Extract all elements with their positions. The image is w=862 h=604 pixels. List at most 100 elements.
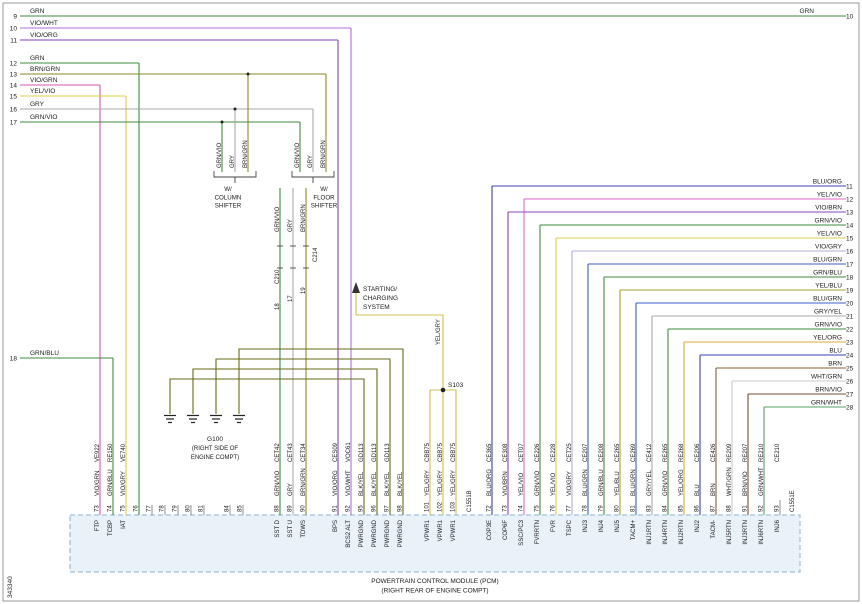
right-wire-color-label: YEL/VIO [817, 192, 842, 199]
right-wire-color-label: GRN/VIO [815, 322, 842, 329]
right-wire-num: 14 [846, 223, 854, 230]
circuit-id-label: RE150 [108, 443, 114, 462]
left-wire-num: 18 [10, 356, 18, 363]
wire-color-label: GRN/VIO [663, 470, 669, 496]
pin-number: 78 [160, 505, 166, 512]
offpage-arrow-icon [352, 282, 360, 293]
right-wire-num: 23 [846, 340, 854, 347]
right-wire-color-label: BLU [829, 348, 842, 355]
right-wire-color-label: YEL/ORG [813, 335, 842, 342]
wire-color-label: BRN/VIO [743, 471, 749, 496]
right-wire-color-label: GRY/YEL [814, 309, 842, 316]
circuit-id-label: CET42 [275, 443, 281, 462]
pin-number: 96 [372, 505, 378, 512]
pin-number: 85 [679, 505, 685, 512]
pin-function-label: INJ3 [583, 519, 589, 532]
pin-number: 74 [108, 505, 114, 512]
right-wire-color-label: YEL/VIO [817, 231, 842, 238]
right-wire-color-label: BLU/ORG [813, 179, 842, 186]
pin-number: 74 [519, 505, 525, 512]
pin-number: 101 [425, 501, 431, 512]
circuit-id-label: CE269 [631, 443, 637, 462]
circuit-id-label: CES09 [333, 442, 339, 462]
wire-color-label: WHT/GRN [727, 467, 733, 496]
pcm-title-line2: (RIGHT REAR OF ENGINE COMPT) [381, 588, 488, 595]
pin-number: 97 [385, 505, 391, 512]
wire-color-label: VIO/WHT [346, 470, 352, 496]
pin-number: 91 [743, 505, 749, 512]
left-wire-num: 9 [13, 14, 17, 21]
right-wire-num: 21 [846, 314, 854, 321]
circuit-id-label: CBB75 [438, 442, 444, 462]
pin-function-label: PWRGND [359, 519, 365, 547]
circuit-id-label: CET34 [301, 443, 307, 462]
wire-color-label: BLU/ORG [487, 469, 493, 496]
wire-color-label: BLU/GRN [583, 469, 589, 496]
right-wire-num: 11 [846, 184, 853, 191]
pin-function-label: SSC/PC3 [519, 519, 525, 545]
pin-number: 91 [333, 505, 339, 512]
right-wire-color-label: GRN [800, 8, 815, 15]
circuit-id-label: GD113 [372, 443, 378, 462]
circuit-id-label: CE226 [535, 443, 541, 462]
ground-label: (RIGHT SIDE OF [192, 446, 239, 452]
pin-number: 76 [551, 505, 557, 512]
left-wire-color-label: GRN [30, 55, 45, 62]
circuit-id-label: CE206 [695, 443, 701, 462]
pin-number: 102 [438, 501, 444, 512]
pin-function-label: TSPC [567, 519, 573, 536]
ground-label: ENGINE COMPT) [191, 455, 239, 461]
circuit-id-label: CE265 [615, 443, 621, 462]
wire-color-label: GRN/VIO [275, 470, 281, 496]
wire-color-label: GRY [288, 483, 294, 496]
shifter-caption: W/ [224, 186, 232, 193]
inline-connector-label: C214 [313, 247, 319, 262]
pin-number: 78 [583, 505, 589, 512]
circuit-id-label: CE365 [487, 443, 493, 462]
pin-function-label: PWRGND [398, 519, 404, 547]
right-wire-num: 10 [846, 14, 854, 21]
wire-color-label: VIO/GRY [567, 471, 573, 496]
right-wire-num: 20 [846, 301, 854, 308]
shifter-mid-color-label: BRN/GRN [301, 204, 307, 232]
splice-label-s103: S103 [448, 382, 464, 389]
pin-function-label: PWRGND [372, 519, 378, 547]
left-wire-color-label: GRN/BLU [30, 350, 59, 357]
wire-color-label: VIO/GRY [121, 471, 127, 496]
pin-function-label: TACM- [711, 520, 717, 539]
left-wire-num: 12 [10, 61, 18, 68]
wire-color-label: BLK/YEL [398, 471, 404, 496]
pin-function-label: IAT [121, 520, 127, 529]
wire-color-label: BLK/YEL [385, 471, 391, 496]
right-wire-num: 27 [846, 392, 854, 399]
wire-color-label: YEL/GRY [438, 470, 444, 496]
left-wire-color-label: GRN [30, 8, 45, 15]
pin-function-label: TDWS [301, 520, 307, 538]
pin-function-label: FVR [551, 519, 557, 532]
pin-function-label: INJ6 [775, 519, 781, 532]
starting-charging-label: CHARGING [363, 295, 398, 302]
pin-number: 87 [711, 505, 717, 512]
ground-wire [238, 348, 404, 515]
circuit-id-label: RE209 [727, 443, 733, 462]
wire-color-label: YEL/BLU [615, 471, 621, 496]
wire-color-label: GRY/YEL [647, 469, 653, 496]
ground-label: G100 [207, 436, 223, 443]
pcm-title-line1: POWERTRAIN CONTROL MODULE (PCM) [371, 578, 498, 585]
right-wire-color-label: BLU/GRN [813, 296, 842, 303]
pin-number: 84 [225, 505, 231, 512]
right-wire-num: 19 [846, 288, 854, 295]
pin-function-label: FVRRTN [535, 520, 541, 544]
pin-number: 98 [398, 505, 404, 512]
pin-function-label: COP3E [487, 520, 493, 540]
connector-cavity-num: 17 [288, 295, 294, 302]
left-wire-color-label: GRN/VIO [30, 114, 57, 121]
pin-number: 86 [695, 505, 701, 512]
circuit-id-label: RE210 [759, 443, 765, 462]
shifter-caption: SHIFTER [215, 203, 242, 210]
right-wire-color-label: BRN [828, 361, 842, 368]
circuit-id-label: CE210 [775, 443, 781, 462]
pin-function-label: TACM+ [631, 520, 637, 541]
shifter-caption: SHIFTER [311, 203, 338, 210]
